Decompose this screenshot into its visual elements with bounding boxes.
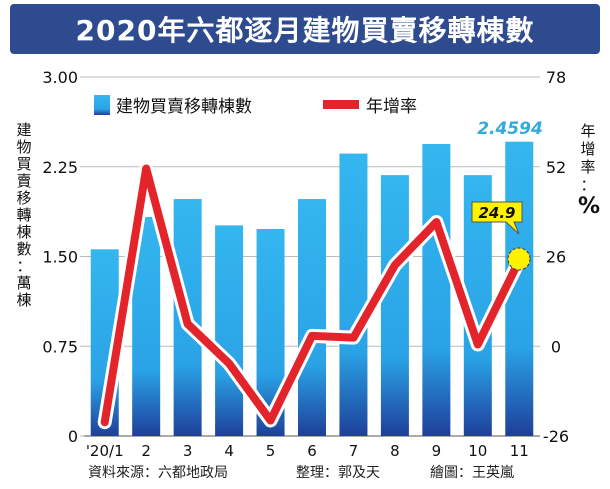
x-tick-label: 10: [468, 442, 487, 460]
chart-title: 2020年六都逐月建物買賣移轉棟數: [10, 4, 600, 54]
right-axis-caption-char: %: [578, 194, 601, 219]
right-tick-label: -26: [543, 427, 569, 446]
left-axis-caption-char: 買: [16, 155, 32, 173]
last-bar-value: 2.4594: [477, 119, 543, 139]
left-tick-label: 0.75: [42, 337, 78, 356]
bar: [215, 225, 244, 436]
left-tick-label: 3.00: [42, 68, 78, 87]
bar: [380, 175, 409, 437]
left-axis-caption: 建物買賣移轉棟數：萬棟: [14, 122, 34, 309]
footer-editor: 整理：郭及天: [296, 465, 380, 481]
left-tick-label: 1.50: [42, 248, 78, 267]
legend-bar-label: 建物買賣移轉棟數: [116, 97, 252, 117]
footer-source: 資料來源：六都地政局: [88, 465, 228, 481]
x-tick-label: 9: [432, 442, 442, 460]
line-point: [393, 264, 396, 267]
x-tick-label: '20/1: [86, 442, 124, 460]
legend-line-label: 年增率: [366, 97, 417, 117]
right-tick-label: 52: [546, 158, 566, 177]
x-tick-label: 8: [390, 442, 400, 460]
right-axis-caption-char: 率: [580, 158, 596, 176]
left-axis-caption-char: 數: [16, 240, 32, 258]
right-axis-caption: 年增率：%: [578, 122, 601, 219]
x-tick-label: 7: [349, 442, 359, 460]
highlight-marker: [507, 247, 531, 271]
left-axis-caption-char: ：: [16, 257, 32, 275]
x-tick-label: 3: [183, 442, 193, 460]
x-tick-label: 2: [141, 442, 151, 460]
left-tick-label: 2.25: [42, 158, 78, 177]
left-axis-caption-char: 棟: [16, 291, 32, 309]
left-axis-caption-char: 建: [16, 121, 32, 139]
left-axis-caption-char: 轉: [16, 206, 32, 224]
right-tick-label: 26: [546, 248, 566, 267]
legend-line-swatch: [323, 100, 359, 109]
right-axis-caption-char: 增: [580, 140, 596, 158]
right-tick-label: 0: [551, 337, 561, 356]
left-axis-caption-char: 棟: [16, 223, 32, 241]
right-axis-caption-char: 年: [580, 122, 596, 140]
bar: [298, 199, 326, 436]
bar: [339, 153, 368, 436]
line-point: [145, 167, 148, 170]
line-point: [228, 362, 231, 365]
bar: [422, 144, 451, 436]
line-point: [352, 336, 355, 339]
legend-bar-swatch: [94, 95, 110, 115]
x-tick-label: 4: [224, 442, 234, 460]
x-tick-label: 11: [510, 442, 529, 460]
right-axis-caption-char: ：: [580, 176, 596, 194]
line-point: [186, 322, 189, 325]
line-point: [476, 343, 479, 346]
x-tick-label: 6: [307, 442, 317, 460]
callout-box: [471, 201, 523, 235]
callout-value: 24.9: [478, 204, 515, 222]
line-point: [311, 334, 313, 337]
line-point: [269, 419, 272, 422]
x-tick-label: 5: [266, 442, 276, 460]
left-axis-caption-char: 賣: [16, 172, 32, 190]
footer-artist: 繪圖：王英嵐: [430, 465, 514, 481]
left-axis-caption-char: 萬: [16, 274, 32, 292]
left-tick-label: 0: [68, 427, 78, 446]
line-point: [103, 421, 106, 424]
left-axis-caption-char: 物: [16, 138, 32, 156]
line-point: [435, 220, 438, 223]
left-axis-caption-char: 移: [16, 189, 32, 207]
right-tick-label: 78: [546, 68, 566, 87]
